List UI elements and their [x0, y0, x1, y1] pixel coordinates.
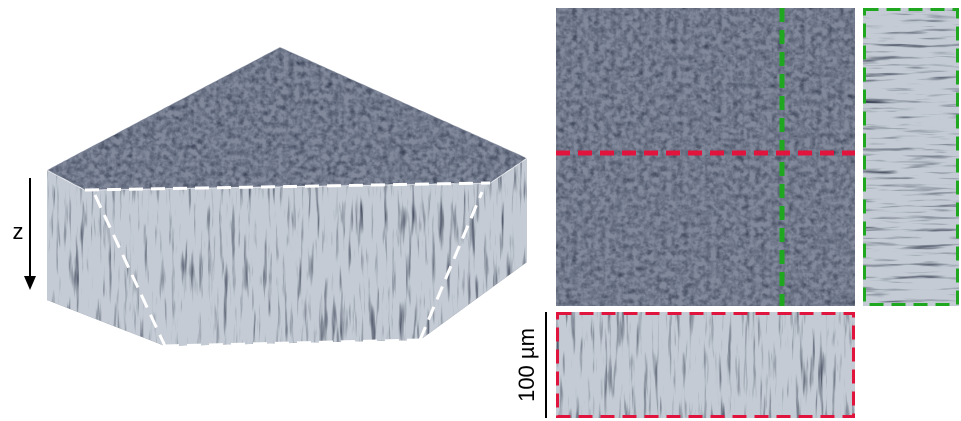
yz-view-texture [863, 8, 959, 306]
scale-bar-label: 100 µm [514, 328, 539, 402]
figure: z 100 µm [0, 0, 961, 421]
xy-view-texture [556, 8, 855, 306]
z-arrowhead [24, 276, 36, 290]
block-top-texture [47, 47, 527, 190]
volume-render [47, 47, 527, 346]
xz-view-texture [556, 312, 855, 418]
z-label: z [13, 219, 24, 244]
